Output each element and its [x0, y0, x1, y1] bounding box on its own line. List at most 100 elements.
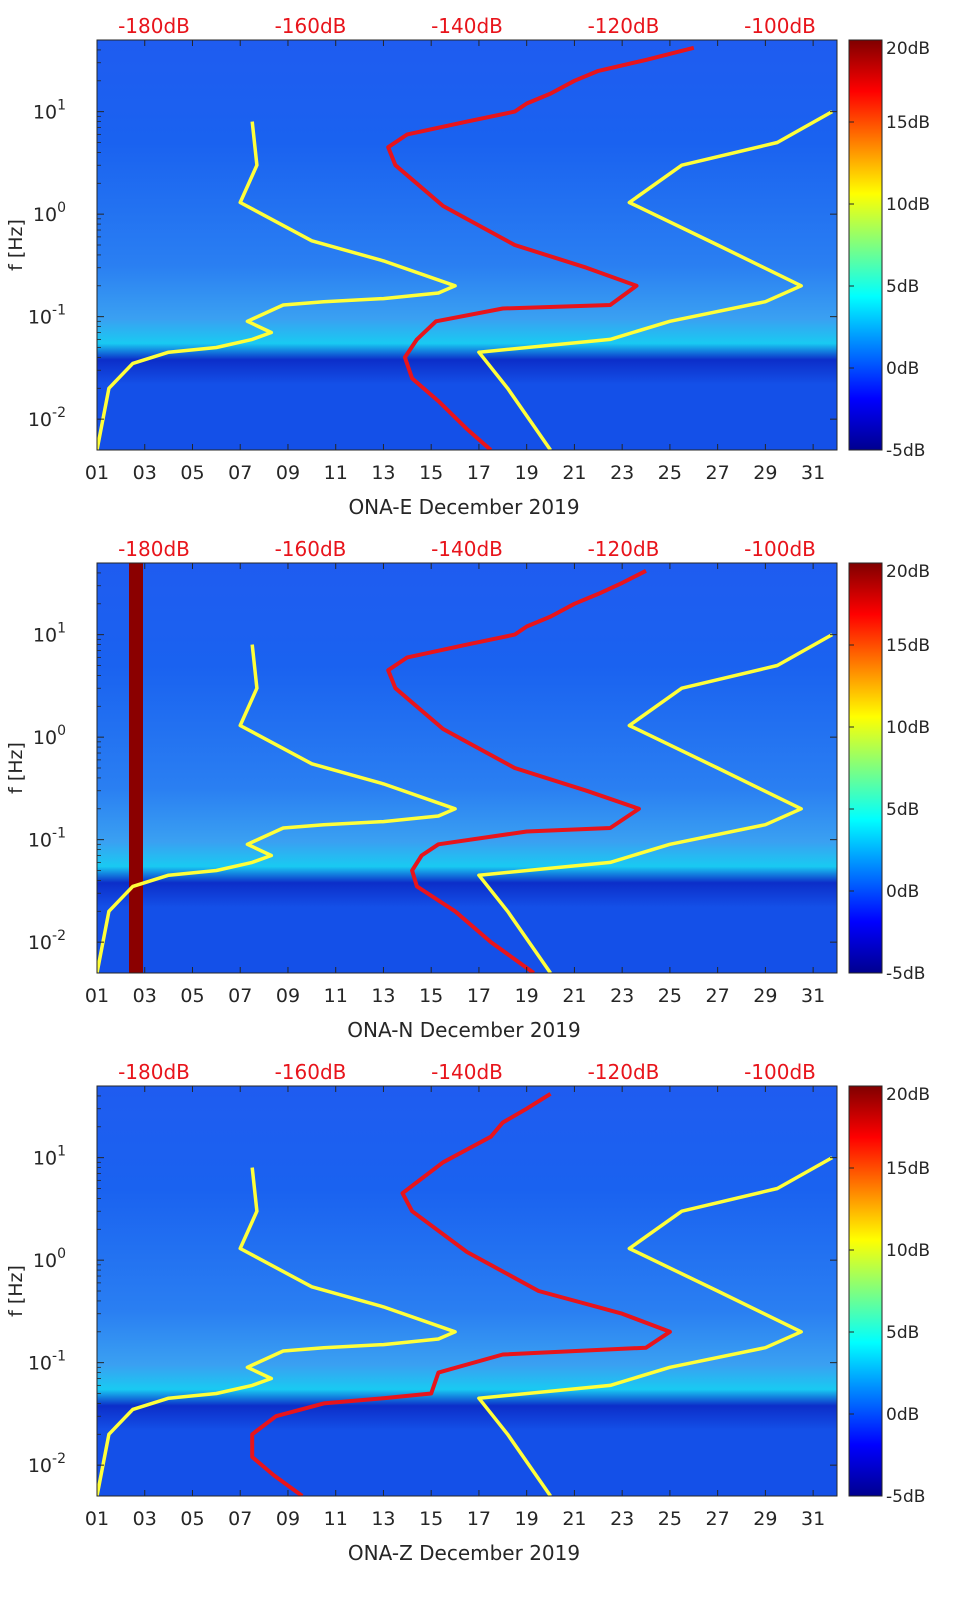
colorbar	[848, 562, 883, 974]
x-tick-label: 27	[706, 462, 730, 484]
model-lines	[97, 1092, 834, 1496]
x-tick-label: 31	[801, 1508, 825, 1530]
x-axis-ticks: 01 03 05 07 09 11 13 15 17 19 21 23 25 27 29 31	[85, 40, 825, 484]
colorbar-ticks: 20dB 15dB 10dB 5dB 0dB -5dB	[849, 562, 930, 984]
x-axis-label: ONA-E December 2019	[348, 495, 579, 519]
x-tick-label: 23	[610, 1508, 634, 1530]
colorbar-tick-label: 10dB	[886, 718, 930, 738]
model-lines	[97, 45, 834, 450]
top-axis-label: -180dB	[118, 14, 190, 38]
colorbar-tick-label: 10dB	[886, 195, 930, 215]
top-axis-label: -100dB	[744, 14, 816, 38]
x-tick-label: 21	[562, 1508, 586, 1530]
x-axis-label: ONA-N December 2019	[347, 1018, 580, 1042]
x-tick-label: 21	[562, 462, 586, 484]
x-tick-label: 11	[324, 1508, 348, 1530]
colorbar-tick-label: 0dB	[886, 1405, 919, 1425]
x-tick-label: 01	[85, 1508, 109, 1530]
colorbar-tick-label: 20dB	[886, 39, 930, 59]
top-axis-label: -180dB	[118, 1060, 190, 1084]
x-tick-label: 29	[753, 985, 777, 1007]
y-tick-label: 10-1	[28, 303, 66, 329]
x-tick-label: 25	[658, 1508, 682, 1530]
x-tick-label: 07	[228, 985, 252, 1007]
colorbar	[848, 39, 883, 451]
colorbar-tick-label: -5dB	[886, 964, 925, 984]
colorbar-tick-label: 15dB	[886, 113, 930, 133]
y-axis-ticks: 10-2 10-1 100 101	[28, 562, 837, 954]
x-tick-label: 19	[515, 462, 539, 484]
x-tick-label: 27	[706, 985, 730, 1007]
colorbar-tick-label: -5dB	[886, 1487, 925, 1507]
top-axis-label: -100dB	[744, 1060, 816, 1084]
x-tick-label: 03	[133, 985, 157, 1007]
colorbar-tick-label: 0dB	[886, 359, 919, 379]
top-axis-label: -120dB	[588, 14, 660, 38]
x-tick-label: 29	[753, 462, 777, 484]
x-tick-label: 25	[658, 462, 682, 484]
x-tick-label: 29	[753, 1508, 777, 1530]
panel-ona-z: 01 03 05 07 09 11 13 15 17 19 21 23 25 27 29 31 10-210-…	[5, 1060, 930, 1565]
x-tick-label: 21	[562, 985, 586, 1007]
low-noise-model-line	[97, 1167, 457, 1496]
y-tick-label: 101	[33, 621, 66, 647]
top-axis-label: -140dB	[431, 14, 503, 38]
top-axis-label: -100dB	[744, 537, 816, 561]
x-tick-label: 23	[610, 462, 634, 484]
colorbar-tick-label: 5dB	[886, 800, 919, 820]
spectrogram-image	[97, 563, 837, 973]
x-tick-label: 01	[85, 462, 109, 484]
x-tick-label: 13	[371, 462, 395, 484]
colorbar-tick-label: -5dB	[886, 441, 925, 461]
y-axis-label: f [Hz]	[5, 1265, 27, 1317]
x-tick-label: 11	[324, 985, 348, 1007]
top-axis-label: -160dB	[275, 14, 347, 38]
x-tick-label: 15	[419, 1508, 443, 1530]
colorbar	[848, 1085, 883, 1497]
panel-ona-n: 01 03 05 07 09 11 13 15 17 19 21 23 25 27 29 31 10-210-…	[5, 537, 930, 1042]
dark-red-band	[129, 563, 143, 973]
x-tick-label: 07	[228, 462, 252, 484]
colorbar-tick-label: 15dB	[886, 636, 930, 656]
y-tick-label: 101	[33, 1144, 66, 1170]
x-tick-label: 05	[180, 985, 204, 1007]
high-noise-model-line	[477, 633, 834, 973]
high-noise-model-line	[477, 1156, 834, 1496]
y-axis-label: f [Hz]	[5, 742, 27, 794]
x-tick-label: 19	[515, 985, 539, 1007]
x-tick-label: 09	[276, 462, 300, 484]
y-axis-ticks: 10-2 10-1 100 101	[28, 39, 837, 431]
high-noise-model-line	[477, 110, 834, 450]
top-axis-label: -140dB	[431, 1060, 503, 1084]
y-tick-label: 100	[33, 723, 66, 749]
y-tick-label: 101	[33, 98, 66, 124]
x-tick-label: 27	[706, 1508, 730, 1530]
top-axis-label: -120dB	[588, 537, 660, 561]
x-tick-label: 07	[228, 1508, 252, 1530]
x-tick-label: 15	[419, 462, 443, 484]
x-tick-label: 13	[371, 1508, 395, 1530]
colorbar-tick-label: 0dB	[886, 882, 919, 902]
colorbar-tick-label: 10dB	[886, 1241, 930, 1261]
median-PSD-line	[386, 45, 695, 450]
panel-ona-e: 01 03 05 07 09 11 13 15 17 19 21 23 25 27 29 31 10-210-…	[5, 14, 930, 519]
colorbar-tick-label: 15dB	[886, 1159, 930, 1179]
y-tick-label: 10-2	[28, 928, 66, 954]
y-axis-ticks: 10-2 10-1 100 101	[28, 1085, 837, 1477]
x-tick-label: 09	[276, 1508, 300, 1530]
model-lines	[97, 569, 834, 973]
median-PSD-line	[386, 569, 647, 973]
x-axis-ticks: 01 03 05 07 09 11 13 15 17 19 21 23 25 27 29 31	[85, 563, 825, 1007]
colorbar-tick-label: 20dB	[886, 1085, 930, 1105]
x-tick-label: 01	[85, 985, 109, 1007]
x-tick-label: 31	[801, 985, 825, 1007]
x-axis-label: ONA-Z December 2019	[348, 1541, 580, 1565]
colorbar-ticks: 20dB 15dB 10dB 5dB 0dB -5dB	[849, 39, 930, 461]
top-axis-ticks: -180dB -160dB -140dB -120dB -100dB	[118, 14, 816, 38]
x-tick-label: 15	[419, 985, 443, 1007]
top-axis-ticks: -180dB -160dB -140dB -120dB -100dB	[118, 1060, 816, 1084]
y-tick-label: 100	[33, 200, 66, 226]
colorbar-tick-label: 5dB	[886, 277, 919, 297]
top-axis-label: -180dB	[118, 537, 190, 561]
colorbar-tick-label: 20dB	[886, 562, 930, 582]
